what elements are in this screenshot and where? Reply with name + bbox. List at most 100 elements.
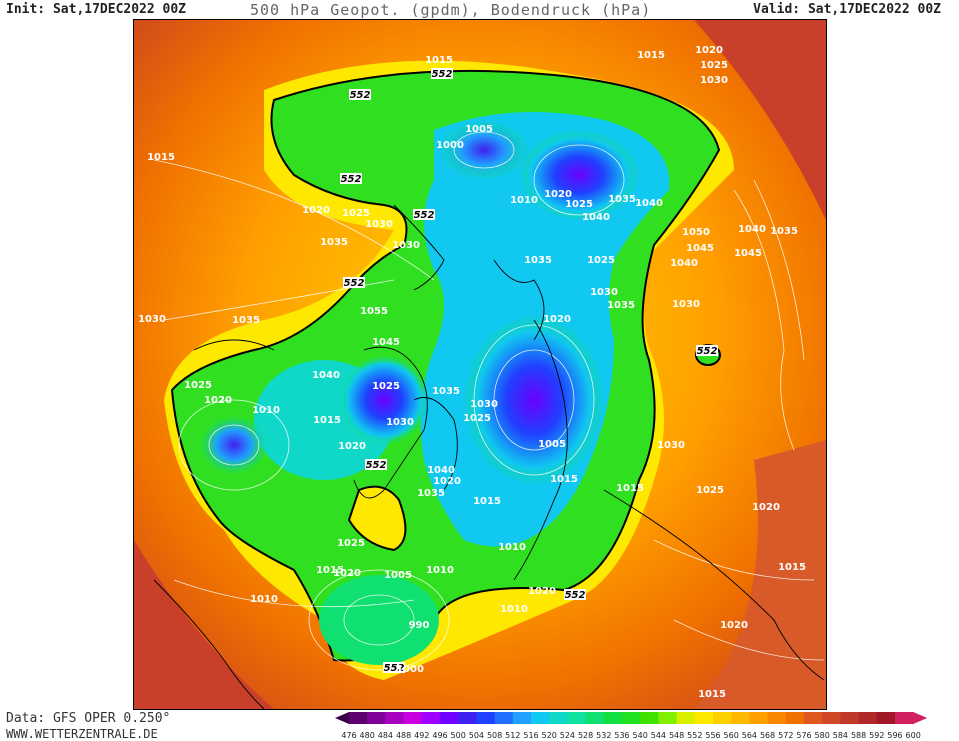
color-scale-label: 576 xyxy=(796,731,811,740)
color-scale-cell xyxy=(640,712,659,724)
low-central xyxy=(339,355,429,445)
pressure-label: 1020 xyxy=(544,189,572,200)
pressure-label: 1015 xyxy=(698,689,726,700)
pressure-label: 1020 xyxy=(204,395,232,406)
color-scale-label: 512 xyxy=(505,731,520,740)
pressure-label: 1030 xyxy=(672,299,700,310)
pressure-label: 1035 xyxy=(770,226,798,237)
pressure-label: 1025 xyxy=(565,199,593,210)
color-scale-label: 516 xyxy=(523,731,538,740)
pressure-label: 1025 xyxy=(342,208,370,219)
color-scale-cell xyxy=(458,712,477,724)
warm-intrusion xyxy=(347,485,407,552)
color-scale-cell xyxy=(876,712,896,724)
color-scale-cell xyxy=(549,712,568,724)
pressure-label: 1035 xyxy=(608,194,636,205)
color-scale-label: 588 xyxy=(851,731,866,740)
coastlines xyxy=(153,204,825,709)
website: WWW.WETTERZENTRALE.DE xyxy=(6,727,158,741)
init-time: Init: Sat,17DEC2022 00Z xyxy=(6,2,187,17)
map-canvas: 552 552 552 552 552 552 552 552 552 1015 1015 1015… xyxy=(134,20,826,709)
geopotential-label-box xyxy=(343,277,365,288)
pressure-label: 1005 xyxy=(465,124,493,135)
data-source: Data: GFS OPER 0.250° xyxy=(6,711,171,726)
color-scale-label: 536 xyxy=(614,731,629,740)
color-scale-cell xyxy=(512,712,532,724)
geopotential-label: 552 xyxy=(341,174,362,185)
color-scale-label: 528 xyxy=(578,731,593,740)
color-scale-label: 476 xyxy=(341,731,356,740)
color-scale-label: 560 xyxy=(724,731,739,740)
pressure-label: 1045 xyxy=(372,337,400,348)
warm-corner-sw xyxy=(134,540,274,709)
color-scale-cell xyxy=(622,712,641,724)
pressure-label: 1020 xyxy=(433,476,461,487)
geopotential-label: 552 xyxy=(344,278,365,289)
geopotential-labels: 552 552 552 552 552 552 552 552 552 xyxy=(340,68,718,674)
color-scale-cell xyxy=(567,712,587,724)
color-scale-label: 548 xyxy=(669,731,684,740)
color-scale-cell xyxy=(531,712,550,724)
pressure-label: 1035 xyxy=(320,237,348,248)
isobars xyxy=(153,131,825,671)
geopotential-label: 552 xyxy=(432,69,453,80)
color-scale-cell xyxy=(658,712,678,724)
color-scale-label: 500 xyxy=(451,731,466,740)
geopotential-label-box xyxy=(365,459,387,470)
color-scale-cell xyxy=(895,712,914,724)
pressure-label: 1000 xyxy=(436,140,464,151)
weather-map: 552 552 552 552 552 552 552 552 552 1015 1015 1015… xyxy=(133,19,827,710)
geopotential-label: 552 xyxy=(697,346,718,357)
pressure-label: 1025 xyxy=(184,380,212,391)
color-scale-cell xyxy=(385,712,405,724)
pressure-label: 1045 xyxy=(734,248,762,259)
geopotential-label: 552 xyxy=(565,590,586,601)
geopotential-label-box xyxy=(349,89,371,100)
pressure-label: 1020 xyxy=(333,568,361,579)
pressure-label: 1015 xyxy=(550,474,578,485)
color-scale-label: 540 xyxy=(633,731,648,740)
pressure-label: 1025 xyxy=(372,381,400,392)
pressure-label: 1010 xyxy=(498,542,526,553)
pressure-label: 1015 xyxy=(313,415,341,426)
pressure-label: 1030 xyxy=(590,287,618,298)
map-title: 500 hPa Geopot. (gpdm), Bodendruck (hPa) xyxy=(250,1,652,19)
color-scale-cell xyxy=(585,712,605,724)
color-scale-label: 572 xyxy=(778,731,793,740)
pressure-label: 1015 xyxy=(778,562,806,573)
color-scale-cell xyxy=(676,712,696,724)
color-scale-label: 520 xyxy=(542,731,557,740)
geopotential-label: 552 xyxy=(384,663,405,674)
color-scale-label: 564 xyxy=(742,731,757,740)
geopotential-label: 552 xyxy=(414,210,435,221)
pressure-label: 990 xyxy=(409,620,430,631)
pressure-label: 1020 xyxy=(752,502,780,513)
pressure-label: 1030 xyxy=(386,417,414,428)
pressure-label: 1030 xyxy=(392,240,420,251)
pressure-label: 1040 xyxy=(582,212,610,223)
color-scale-cell xyxy=(858,712,878,724)
pressure-label: 1035 xyxy=(232,315,260,326)
color-scale-label: 556 xyxy=(705,731,720,740)
color-scale-label: 596 xyxy=(887,731,902,740)
color-scale-label: 524 xyxy=(560,731,575,740)
color-scale-cell xyxy=(603,712,623,724)
pressure-label: 1025 xyxy=(696,485,724,496)
pressure-label: 1040 xyxy=(670,258,698,269)
color-scale-arrow-right xyxy=(913,712,928,724)
pressure-label: 1005 xyxy=(384,570,412,581)
color-scale-label: 592 xyxy=(869,731,884,740)
pressure-label: 1030 xyxy=(138,314,166,325)
color-scale-label: 484 xyxy=(378,731,393,740)
pressure-label: 1010 xyxy=(500,604,528,615)
pressure-label: 1015 xyxy=(473,496,501,507)
color-scale-label: 480 xyxy=(360,731,375,740)
pressure-label: 1000 xyxy=(396,664,424,675)
color-scale-label: 600 xyxy=(906,731,921,740)
color-scale-arrow-left xyxy=(335,712,349,724)
pressure-label: 1015 xyxy=(147,152,175,163)
color-scale-label: 580 xyxy=(815,731,830,740)
color-scale-cell xyxy=(476,712,496,724)
warm-corner-ne xyxy=(694,20,826,220)
